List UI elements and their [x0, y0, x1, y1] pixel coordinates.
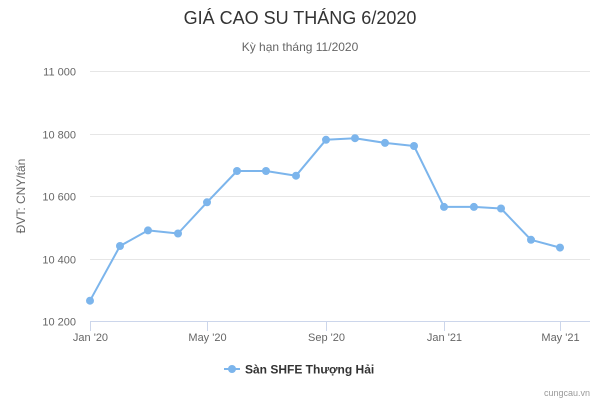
legend[interactable]: Sàn SHFE Thượng Hải	[224, 363, 374, 377]
series-line	[89, 137, 561, 302]
data-point-marker[interactable]	[144, 226, 152, 235]
y-axis-tick-labels: 10 200 10 400 10 600 10 800 11 000	[42, 67, 76, 329]
data-point-marker[interactable]	[86, 296, 94, 305]
data-point-marker[interactable]	[174, 229, 182, 238]
legend-item-label[interactable]: Sàn SHFE Thượng Hải	[245, 363, 374, 377]
data-point-marker[interactable]	[497, 204, 505, 213]
grid-lines	[90, 71, 590, 322]
y-axis-label: ĐVT: CNY/tấn	[14, 159, 28, 234]
data-point-marker[interactable]	[556, 243, 564, 252]
y-tick-label: 10 400	[42, 255, 76, 267]
data-point-marker[interactable]	[351, 134, 359, 143]
x-tick-label: Sep '20	[308, 332, 345, 344]
x-tick-label: May '20	[188, 332, 226, 344]
x-tick-label: Jan '20	[73, 332, 108, 344]
chart-title: GIÁ CAO SU THÁNG 6/2020	[184, 8, 417, 28]
data-point-marker[interactable]	[527, 235, 535, 244]
data-point-marker[interactable]	[262, 167, 270, 175]
y-tick-label: 10 600	[42, 192, 76, 204]
credit-text[interactable]: cungcau.vn	[544, 388, 590, 398]
data-point-marker[interactable]	[233, 167, 241, 175]
data-point-marker[interactable]	[116, 242, 124, 250]
data-point-marker[interactable]	[381, 138, 389, 147]
data-point-marker[interactable]	[410, 142, 418, 150]
data-point-marker[interactable]	[322, 135, 330, 144]
data-point-marker[interactable]	[469, 202, 478, 211]
series-group	[86, 134, 564, 305]
data-point-marker[interactable]	[203, 198, 211, 207]
data-point-marker[interactable]	[440, 202, 448, 211]
data-point-marker[interactable]	[292, 171, 300, 180]
x-tick-label: May '21	[541, 332, 579, 344]
y-tick-label: 10 800	[42, 130, 76, 142]
x-tick-label: Jan '21	[427, 332, 462, 344]
x-axis-tick-labels: Jan '20 May '20 Sep '20 Jan '21 May '21	[73, 332, 580, 344]
x-axis	[90, 321, 561, 331]
legend-marker	[228, 365, 236, 373]
y-tick-label: 11 000	[43, 67, 76, 79]
y-tick-label: 10 200	[42, 317, 76, 329]
chart-subtitle: Kỳ hạn tháng 11/2020	[242, 40, 359, 54]
